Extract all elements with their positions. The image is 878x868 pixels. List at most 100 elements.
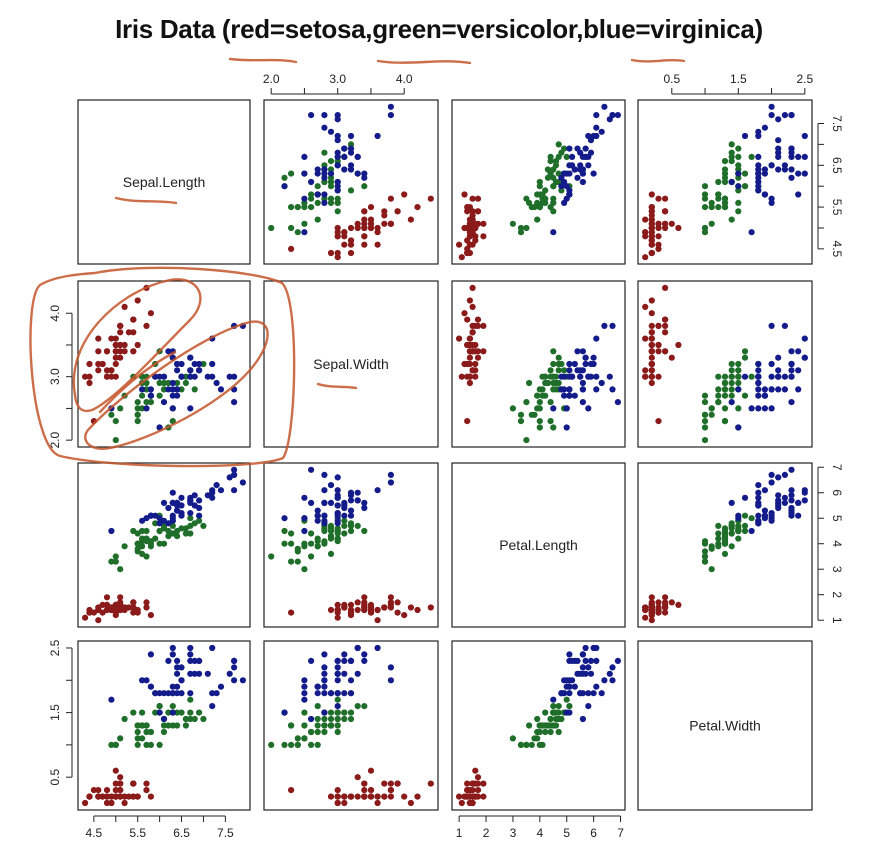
data-point-versicolor-2-3-33 xyxy=(741,512,749,519)
panel-frame-3-2 xyxy=(451,640,626,811)
data-point-versicolor-0-1-48 xyxy=(301,220,308,227)
data-point-versicolor-1-2-6 xyxy=(555,354,562,361)
data-point-setosa-3-1-37 xyxy=(374,799,381,807)
top-tick-label-3-1: 1.5 xyxy=(730,72,747,86)
data-point-versicolor-3-0-19 xyxy=(139,735,146,742)
data-point-versicolor-3-0-18 xyxy=(165,709,172,716)
data-point-setosa-1-3-49 xyxy=(648,354,655,361)
data-point-setosa-2-1-47 xyxy=(347,606,355,614)
data-point-setosa-1-3-47 xyxy=(648,360,655,368)
data-point-setosa-1-3-34 xyxy=(648,367,655,374)
data-point-versicolor-3-2-30 xyxy=(531,735,538,742)
data-point-versicolor-1-3-31 xyxy=(701,411,709,418)
data-point-virginica-0-3-32 xyxy=(781,166,789,173)
data-point-virginica-3-1-32 xyxy=(321,664,328,671)
data-point-virginica-2-1-3 xyxy=(327,499,335,506)
data-point-setosa-1-3-6 xyxy=(655,348,662,355)
data-point-versicolor-3-1-6 xyxy=(354,703,361,710)
data-point-versicolor-1-0-8 xyxy=(182,379,189,387)
data-point-setosa-1-0-34 xyxy=(108,367,115,374)
data-point-versicolor-3-1-31 xyxy=(294,741,301,749)
data-point-setosa-0-1-6 xyxy=(361,241,368,248)
data-point-versicolor-3-0-29 xyxy=(143,741,150,749)
data-point-virginica-0-3-6 xyxy=(748,229,755,236)
data-point-virginica-3-0-8 xyxy=(187,690,194,697)
data-point-virginica-3-0-47 xyxy=(178,677,185,684)
panel-frame-0-2 xyxy=(451,99,626,265)
data-point-virginica-0-3-17 xyxy=(781,112,789,119)
data-point-versicolor-1-2-13 xyxy=(555,379,562,387)
chart-title: Iris Data (red=setosa,green=versicolor,b… xyxy=(115,14,763,44)
data-point-virginica-2-3-21 xyxy=(768,517,775,524)
data-point-virginica-1-3-43 xyxy=(788,360,795,368)
data-point-virginica-3-2-37 xyxy=(577,690,584,697)
data-point-virginica-3-0-40 xyxy=(187,651,194,658)
data-point-setosa-2-3-16 xyxy=(662,609,669,616)
data-point-versicolor-3-1-41 xyxy=(334,715,341,723)
right-tick-label-0-1: 5.5 xyxy=(830,199,844,216)
data-point-virginica-2-0-47 xyxy=(178,509,185,517)
data-point-versicolor-1-0-31 xyxy=(134,411,141,418)
data-point-versicolor-0-2-36 xyxy=(555,153,562,160)
data-point-versicolor-3-1-43 xyxy=(288,741,295,749)
data-point-versicolor-3-0-16 xyxy=(139,709,146,716)
data-point-virginica-3-1-29 xyxy=(334,703,341,710)
data-point-setosa-3-0-20 xyxy=(130,793,137,800)
data-point-versicolor-1-0-40 xyxy=(134,399,141,406)
data-point-versicolor-0-1-46 xyxy=(327,195,335,202)
data-point-virginica-3-1-17 xyxy=(387,664,394,671)
data-point-virginica-1-0-15 xyxy=(174,360,181,368)
data-point-virginica-2-0-49 xyxy=(152,512,159,519)
data-point-virginica-1-2-22 xyxy=(609,386,616,393)
data-point-virginica-3-2-5 xyxy=(606,670,613,677)
data-point-versicolor-3-2-45 xyxy=(542,728,549,736)
data-point-virginica-1-0-40 xyxy=(187,367,194,374)
right-tick-label-0-3: 7.5 xyxy=(830,115,844,132)
data-point-setosa-3-0-13 xyxy=(82,799,89,807)
data-point-versicolor-2-3-9 xyxy=(728,543,735,550)
data-point-versicolor-0-3-30 xyxy=(708,204,715,211)
data-point-versicolor-2-0-39 xyxy=(134,540,141,547)
data-point-virginica-3-1-31 xyxy=(387,677,394,684)
data-point-virginica-1-2-40 xyxy=(579,367,587,374)
data-point-versicolor-0-2-9 xyxy=(534,216,541,223)
data-point-virginica-3-0-0 xyxy=(169,644,176,652)
data-point-versicolor-3-0-27 xyxy=(187,696,194,703)
data-point-virginica-1-0-48 xyxy=(165,348,172,355)
arrow-stroke-annotation xyxy=(98,350,177,414)
data-point-setosa-1-0-25 xyxy=(112,373,119,380)
data-point-virginica-1-0-18 xyxy=(231,399,238,406)
data-point-versicolor-1-0-4 xyxy=(178,386,185,393)
data-point-virginica-1-3-8 xyxy=(755,405,762,412)
data-point-setosa-1-2-39 xyxy=(469,348,476,355)
data-point-versicolor-1-2-40 xyxy=(547,399,554,406)
left-tick-label-3-1: 1.5 xyxy=(48,704,62,721)
data-point-virginica-3-2-6 xyxy=(550,696,557,703)
data-point-versicolor-0-3-25 xyxy=(728,158,735,165)
data-point-setosa-0-2-24 xyxy=(480,233,487,240)
data-point-versicolor-0-3-4 xyxy=(735,162,742,169)
data-point-virginica-0-3-42 xyxy=(761,191,769,198)
data-point-setosa-2-0-20 xyxy=(130,599,137,606)
data-point-versicolor-1-3-49 xyxy=(721,386,729,393)
data-point-virginica-2-3-47 xyxy=(768,509,775,517)
data-point-virginica-0-2-46 xyxy=(563,170,570,177)
data-point-setosa-2-0-36 xyxy=(134,609,141,616)
data-point-virginica-2-1-49 xyxy=(334,512,341,519)
data-point-versicolor-2-1-6 xyxy=(354,522,361,530)
data-point-versicolor-0-3-29 xyxy=(701,195,709,202)
data-point-virginica-1-0-38 xyxy=(156,373,163,380)
data-point-virginica-2-0-6 xyxy=(108,527,115,535)
data-point-virginica-1-2-44 xyxy=(582,354,589,361)
data-point-virginica-2-1-48 xyxy=(361,504,368,512)
data-point-virginica-0-2-47 xyxy=(569,162,576,169)
data-point-setosa-0-3-36 xyxy=(648,204,655,211)
data-point-versicolor-3-1-22 xyxy=(301,709,308,716)
data-point-virginica-0-3-25 xyxy=(755,132,762,140)
data-point-virginica-1-0-33 xyxy=(169,386,176,393)
data-point-versicolor-0-3-16 xyxy=(735,199,742,206)
data-point-setosa-0-1-46 xyxy=(387,220,394,227)
bottom-tick-label-0-2: 6.5 xyxy=(173,826,190,840)
data-point-virginica-3-2-31 xyxy=(601,677,608,684)
data-point-virginica-2-1-40 xyxy=(341,499,348,506)
